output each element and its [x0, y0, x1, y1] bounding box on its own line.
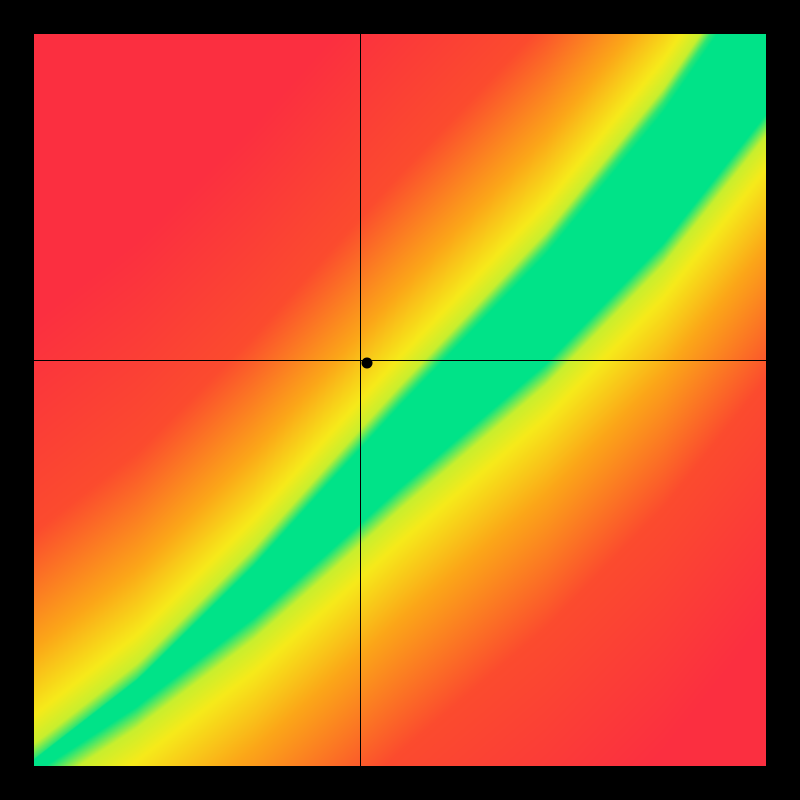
watermark-text: TheBottleneck.com: [570, 6, 762, 32]
chart-frame: TheBottleneck.com: [0, 0, 800, 800]
crosshair-horizontal: [34, 360, 766, 361]
heatmap-canvas: [34, 34, 766, 766]
crosshair-vertical: [360, 34, 361, 766]
heatmap-area: [34, 34, 766, 766]
marker-point: [362, 358, 373, 369]
